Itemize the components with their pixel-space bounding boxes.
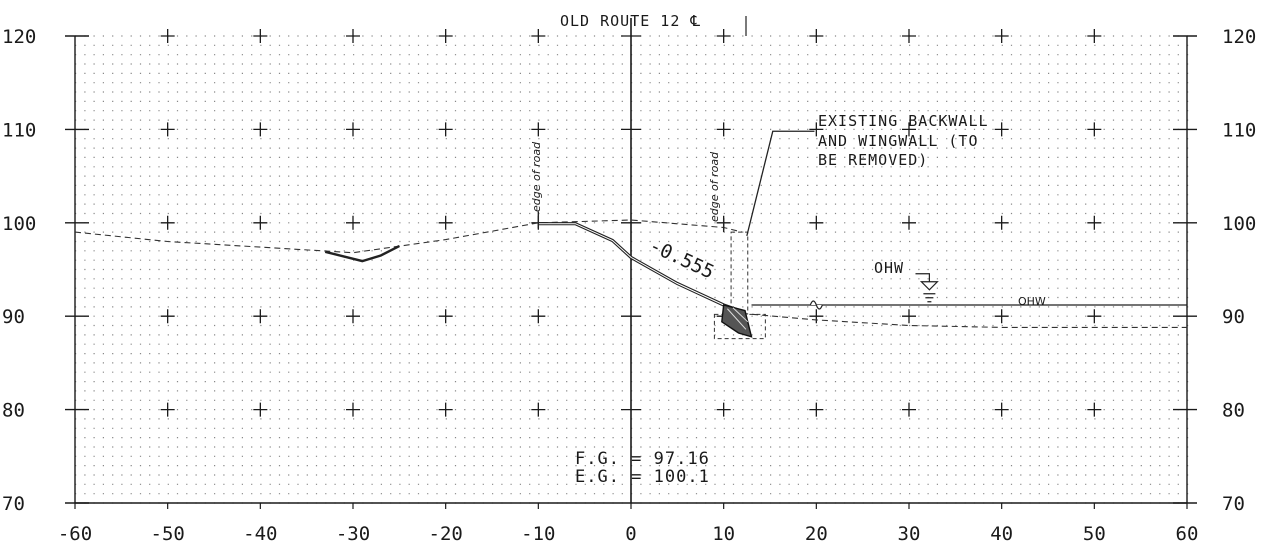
abutment-hatch (727, 307, 749, 330)
grid-cross (994, 29, 1009, 43)
y-tick-label-left: 100 (2, 213, 36, 235)
x-tick-label: 20 (805, 523, 828, 545)
x-tick-label: 40 (990, 523, 1013, 545)
grid-cross (346, 122, 360, 137)
x-tick-label: -30 (336, 523, 370, 545)
grid-cross (160, 122, 175, 137)
ohw-break-symbol (809, 300, 823, 310)
grid-cross (438, 215, 453, 230)
grid-cross (902, 122, 916, 137)
grid-cross (346, 29, 360, 43)
channel-bottom-line (742, 312, 1187, 328)
y-tick-label-right: 80 (1222, 400, 1245, 422)
grid-cross (253, 309, 268, 324)
grid-cross (346, 215, 360, 230)
grid-cross (346, 309, 360, 324)
grid-cross (438, 309, 453, 324)
grid-cross (1087, 215, 1102, 230)
grid-cross (1087, 122, 1102, 137)
grid-cross (438, 29, 453, 43)
grid-cross (994, 215, 1009, 230)
x-tick-label: -40 (243, 523, 277, 545)
grid-cross (253, 402, 268, 417)
existing-wall-note-line2: AND WINGWALL (TO (818, 132, 979, 150)
x-tick-label: 10 (712, 523, 735, 545)
grid-cross (160, 309, 175, 324)
finished-grade-note: F.G. = 97.16 (575, 449, 710, 469)
existing-grade-note: E.G. = 100.1 (575, 467, 710, 487)
grid-cross (994, 402, 1009, 417)
y-tick-label-left: 110 (2, 119, 36, 141)
existing-wall-note-line1: EXISTING BACKWALL (818, 112, 989, 130)
x-tick-label: -20 (429, 523, 463, 545)
drawing-title: OLD ROUTE 12 ℄ (560, 12, 701, 30)
grid-cross (994, 309, 1009, 324)
y-tick-label-right: 120 (1222, 26, 1256, 48)
grid-cross (809, 122, 824, 137)
grid-cross (531, 402, 546, 417)
grid-cross (994, 122, 1009, 137)
note-leader-line (746, 130, 815, 237)
grid-cross (253, 122, 268, 137)
grid-cross (160, 402, 175, 417)
ditch-line (324, 245, 400, 263)
slope-label: -0.555 (646, 235, 718, 284)
grid-cross (809, 29, 824, 43)
x-tick-label: -50 (151, 523, 185, 545)
y-tick-label-right: 70 (1222, 493, 1245, 515)
grid-cross (902, 215, 916, 230)
ohw-water-lines (923, 293, 936, 303)
grid-cross (809, 215, 824, 230)
grid-cross (902, 29, 916, 43)
ohw-flag-leader (915, 273, 930, 282)
x-tick-label: 0 (625, 523, 636, 545)
tick-labels: -60 -50 -40 -30 -20 -10 0 10 20 30 40 50 60 70 80 90 100… (2, 26, 1256, 545)
existing-wall-note-line3: BE REMOVED) (818, 151, 928, 169)
grid-cross (531, 29, 546, 43)
grid-cross (253, 215, 268, 230)
grid-cross (531, 309, 546, 324)
profile-lines (74, 16, 1187, 340)
existing-backwall-outline (730, 231, 749, 312)
y-tick-label-left: 120 (2, 26, 36, 48)
grid-cross (346, 402, 360, 417)
plot-frame (65, 18, 1197, 509)
grid-cross (1087, 309, 1102, 324)
existing-ground-line (74, 219, 743, 254)
x-tick-label: 60 (1176, 523, 1199, 545)
grid-cross (809, 402, 824, 417)
y-tick-label-right: 90 (1222, 306, 1245, 328)
y-tick-label-right: 100 (1222, 213, 1256, 235)
abutment-section (721, 304, 753, 338)
edge-of-road-label-right: edge of road (708, 151, 721, 222)
grid-cross (531, 122, 546, 137)
x-tick-label: -10 (521, 523, 555, 545)
footing-outline (713, 313, 766, 340)
edge-of-road-label-left: edge of road (530, 141, 543, 212)
ohw-line-label: OHW (1018, 295, 1046, 308)
y-tick-label-left: 70 (2, 493, 25, 515)
grid-cross (253, 29, 268, 43)
y-tick-label-right: 110 (1222, 119, 1256, 141)
y-tick-label-left: 90 (2, 306, 25, 328)
x-tick-label: 30 (898, 523, 921, 545)
grid-cross (809, 309, 824, 324)
grid-cross (160, 215, 175, 230)
grid-cross (902, 309, 916, 324)
x-tick-label: 50 (1083, 523, 1106, 545)
grid-cross (716, 402, 731, 417)
grid-cross (716, 122, 731, 137)
grid-cross (716, 29, 731, 43)
y-tick-label-left: 80 (2, 400, 25, 422)
grid-cross (160, 29, 175, 43)
ohw-water-triangle (919, 281, 939, 291)
grid-cross (1087, 29, 1102, 43)
x-tick-label: -60 (58, 523, 92, 545)
grid-cross (438, 402, 453, 417)
grid-cross (1087, 402, 1102, 417)
grid-cross (902, 402, 916, 417)
ohw-flag-label: OHW (874, 259, 904, 277)
grid-cross (438, 122, 453, 137)
